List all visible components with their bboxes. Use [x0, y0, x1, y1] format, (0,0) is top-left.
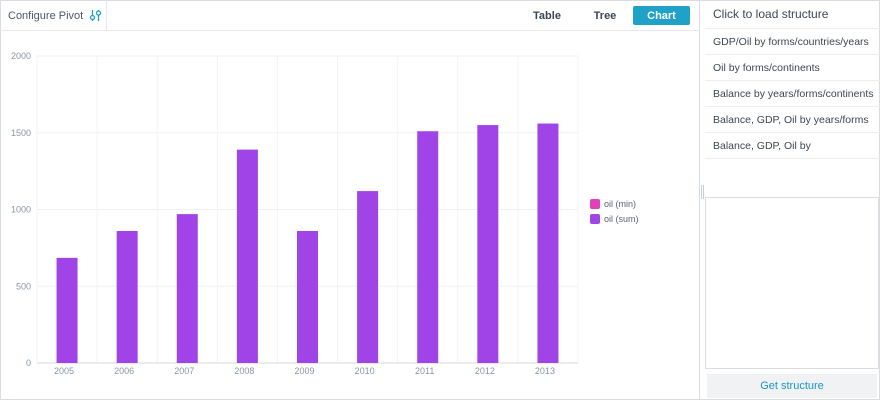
x-tick-label: 2012 [475, 366, 495, 376]
configure-pivot-label: Configure Pivot [8, 9, 84, 22]
x-tick-label: 2007 [174, 366, 194, 376]
structure-item[interactable]: Balance, GDP, Oil by [705, 133, 880, 159]
bar-oil-sum- [116, 230, 138, 363]
bar-oil-sum- [357, 191, 379, 363]
y-tick-label: 1000 [11, 205, 31, 215]
y-tick-label: 1500 [11, 128, 31, 138]
bar-oil-sum- [477, 125, 499, 363]
pivot-area: Configure Pivot Table Tree Chart 0 500 100… [0, 0, 700, 400]
structure-panel-title: Click to load structure [705, 0, 880, 29]
structure-item[interactable]: Balance by years/forms/continents [705, 81, 880, 107]
configure-pivot-button[interactable]: Configure Pivot [0, 0, 107, 31]
bar-oil-sum- [176, 214, 198, 363]
structure-textarea[interactable] [705, 197, 879, 369]
get-structure-button[interactable]: Get structure [707, 374, 877, 398]
legend-label: oil (min) [604, 199, 636, 209]
x-tick-label: 2005 [54, 366, 74, 376]
pivot-toolbar: Configure Pivot Table Tree Chart [0, 0, 700, 31]
structure-panel: Click to load structure GDP/Oil by forms… [705, 0, 880, 400]
legend-swatch [590, 214, 600, 224]
structure-item[interactable]: Oil by forms/continents [705, 55, 880, 81]
bar-chart: 0 500 1000 1500 2000 2005 2006 2007 2008 2009 2010… [11, 51, 639, 376]
y-tick-label: 0 [26, 358, 31, 368]
legend-label: oil (sum) [604, 214, 639, 224]
bar-oil-sum- [236, 149, 258, 363]
y-tick-label: 500 [16, 281, 31, 291]
structure-item[interactable]: Balance, GDP, Oil by years/forms [705, 107, 880, 133]
panel-splitter-handle[interactable] [700, 185, 705, 199]
sliders-icon [89, 9, 102, 22]
bar-oil-sum- [537, 123, 559, 363]
x-tick-label: 2011 [415, 366, 434, 376]
view-mode-tabs: Table Tree Chart [517, 6, 690, 25]
bar-oil-sum- [417, 131, 439, 363]
x-tick-label: 2006 [114, 366, 134, 376]
bar-oil-sum- [297, 230, 318, 363]
legend-swatch [590, 199, 600, 209]
tab-tree[interactable]: Tree [593, 9, 617, 22]
x-tick-label: 2009 [294, 366, 314, 376]
y-tick-label: 2000 [11, 51, 31, 61]
tab-chart[interactable]: Chart [633, 6, 690, 25]
chart-area: 0 500 1000 1500 2000 2005 2006 2007 2008 2009 2010… [0, 32, 700, 400]
structure-item[interactable]: GDP/Oil by forms/countries/years [705, 29, 880, 55]
tab-table[interactable]: Table [533, 9, 561, 22]
x-tick-label: 2013 [535, 366, 555, 376]
x-tick-label: 2008 [234, 366, 254, 376]
x-tick-label: 2010 [355, 366, 375, 376]
bar-oil-sum- [56, 257, 78, 363]
